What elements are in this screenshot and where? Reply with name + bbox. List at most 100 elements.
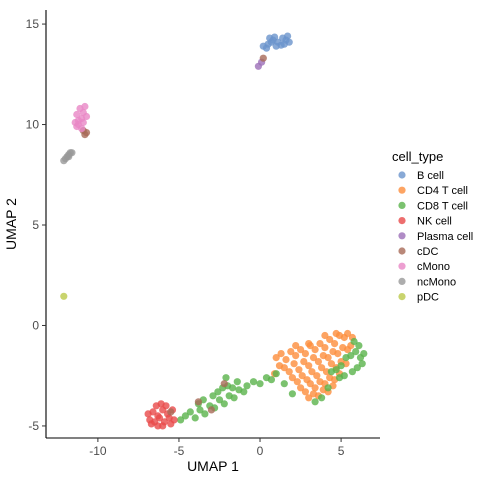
point-cd8-t-cell <box>191 414 199 422</box>
point-cd4-t-cell <box>300 358 308 366</box>
y-tick-label: 10 <box>26 118 40 132</box>
point-cd8-t-cell <box>358 360 366 368</box>
point-cd4-t-cell <box>301 388 309 396</box>
legend: cell_type B cell CD4 T cell CD8 T cell NK c… <box>392 149 473 304</box>
point-cd8-t-cell <box>256 380 264 388</box>
y-tick-label: -5 <box>28 419 39 433</box>
series-plasma-cell <box>254 58 266 70</box>
point-cd8-t-cell <box>332 366 340 374</box>
point-cd8-t-cell <box>228 384 237 392</box>
point-cd4-t-cell <box>344 329 352 338</box>
point-cd8-t-cell <box>280 380 288 388</box>
legend-label-cd8-t-cell: CD8 T cell <box>417 200 468 212</box>
series-cdc <box>79 54 267 416</box>
point-b-cell <box>267 38 275 46</box>
point-cd4-t-cell <box>326 335 334 344</box>
legend-title: cell_type <box>392 149 443 164</box>
point-cd8-t-cell <box>186 408 194 416</box>
point-cdc <box>194 398 202 406</box>
point-cd4-t-cell <box>290 360 298 368</box>
legend-key-cd4-t-cell <box>398 186 406 194</box>
point-cd8-t-cell <box>352 348 360 356</box>
x-tick-label: 0 <box>257 444 264 458</box>
point-cd8-t-cell <box>350 337 358 346</box>
point-cmono <box>81 102 89 111</box>
point-cdc <box>220 380 228 388</box>
point-cd4-t-cell <box>295 366 303 374</box>
series-ncmono <box>60 149 76 165</box>
point-cmono <box>79 118 87 127</box>
point-cd8-t-cell <box>243 382 251 390</box>
point-cd4-t-cell <box>287 348 295 356</box>
point-cd8-t-cell <box>348 368 356 376</box>
point-cd8-t-cell <box>240 388 248 396</box>
point-cd8-t-cell <box>222 374 230 382</box>
point-cd8-t-cell <box>347 352 355 360</box>
y-axis-title: UMAP 2 <box>3 198 19 250</box>
legend-key-cd8-t-cell <box>398 201 406 209</box>
point-cd4-t-cell <box>292 352 300 360</box>
point-cd4-t-cell <box>305 362 313 370</box>
point-cd4-t-cell <box>332 329 340 338</box>
point-cd4-t-cell <box>298 372 306 380</box>
point-cd4-t-cell <box>306 380 314 388</box>
point-nk-cell <box>154 422 162 430</box>
y-tick-label: 15 <box>26 17 40 31</box>
point-cd8-t-cell <box>201 410 209 418</box>
point-b-cell <box>284 32 292 40</box>
point-cd8-t-cell <box>355 342 363 350</box>
legend-key-ncmono <box>398 277 406 285</box>
point-cd8-t-cell <box>233 378 241 386</box>
point-cd4-t-cell <box>277 350 285 358</box>
legend-label-b-cell: B cell <box>417 170 444 182</box>
point-cd4-t-cell <box>272 354 280 362</box>
point-cd8-t-cell <box>230 394 238 402</box>
point-cd4-t-cell <box>311 384 319 392</box>
point-cd4-t-cell <box>314 358 322 366</box>
point-cd8-t-cell <box>324 384 332 392</box>
point-cd8-t-cell <box>272 370 280 378</box>
point-cd4-t-cell <box>285 368 293 376</box>
point-nk-cell <box>155 414 164 422</box>
point-cd4-t-cell <box>305 394 313 402</box>
point-cdc <box>207 406 215 414</box>
y-tick-label: 0 <box>32 318 39 332</box>
point-cd4-t-cell <box>331 340 339 348</box>
series-b-cell <box>259 32 293 52</box>
point-cmono <box>82 112 91 121</box>
point-cmono <box>73 110 81 119</box>
point-cd4-t-cell <box>321 344 329 352</box>
y-ticks: -5 0 5 10 15 <box>26 17 46 433</box>
legend-key-pdc <box>398 293 406 301</box>
point-cd4-t-cell <box>288 374 296 382</box>
point-nk-cell <box>167 420 175 428</box>
y-tick-label: 5 <box>32 218 39 232</box>
point-cd8-t-cell <box>220 400 228 408</box>
point-cd8-t-cell <box>196 406 204 414</box>
series-pdc <box>60 292 68 300</box>
point-cd8-t-cell <box>335 374 344 382</box>
point-cd4-t-cell <box>275 362 284 370</box>
legend-label-cd4-t-cell: CD4 T cell <box>417 185 468 197</box>
legend-items: B cell CD4 T cell CD8 T cell NK cell Plasma … <box>398 170 473 304</box>
point-cd4-t-cell <box>305 340 313 348</box>
point-cd4-t-cell <box>318 364 326 372</box>
point-nk-cell <box>149 408 157 416</box>
point-cd8-t-cell <box>360 350 368 358</box>
point-cd4-t-cell <box>301 350 309 358</box>
legend-key-b-cell <box>398 171 406 179</box>
point-cd4-t-cell <box>327 360 335 368</box>
legend-label-ncmono: ncMono <box>417 276 456 288</box>
legend-label-plasma-cell: Plasma cell <box>417 231 473 243</box>
point-cdc <box>259 54 267 62</box>
point-ncmono <box>65 153 73 161</box>
legend-key-nk-cell <box>398 217 406 225</box>
legend-label-pdc: pDC <box>417 292 439 304</box>
point-cd8-t-cell <box>249 378 258 386</box>
point-cd8-t-cell <box>267 376 275 384</box>
x-tick-label: -5 <box>174 444 185 458</box>
point-cd8-t-cell <box>209 392 217 400</box>
x-axis-title: UMAP 1 <box>187 458 239 474</box>
point-cd4-t-cell <box>313 372 321 380</box>
